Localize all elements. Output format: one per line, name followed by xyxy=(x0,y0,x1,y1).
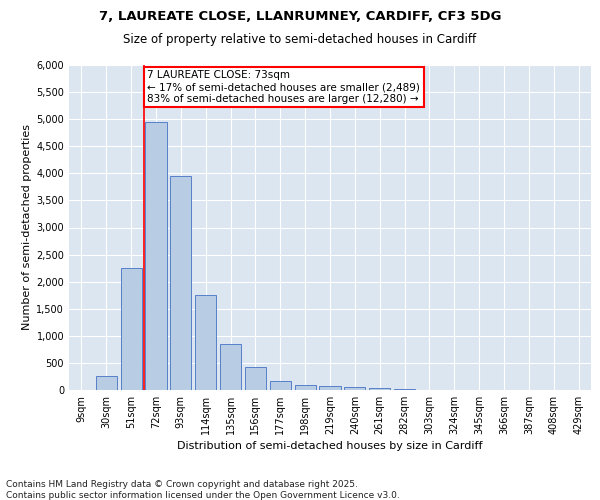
Bar xyxy=(170,176,191,390)
Bar xyxy=(96,376,117,390)
Bar xyxy=(121,268,142,390)
Bar xyxy=(245,367,266,390)
X-axis label: Distribution of semi-detached houses by size in Cardiff: Distribution of semi-detached houses by … xyxy=(177,441,483,451)
Text: Contains HM Land Registry data © Crown copyright and database right 2025.
Contai: Contains HM Land Registry data © Crown c… xyxy=(6,480,400,500)
Bar xyxy=(344,387,365,390)
Bar xyxy=(220,344,241,390)
Bar xyxy=(270,380,291,390)
Bar xyxy=(195,295,216,390)
Bar xyxy=(295,384,316,390)
Bar xyxy=(319,386,341,390)
Text: 7 LAUREATE CLOSE: 73sqm
← 17% of semi-detached houses are smaller (2,489)
83% of: 7 LAUREATE CLOSE: 73sqm ← 17% of semi-de… xyxy=(148,70,420,104)
Y-axis label: Number of semi-detached properties: Number of semi-detached properties xyxy=(22,124,32,330)
Text: 7, LAUREATE CLOSE, LLANRUMNEY, CARDIFF, CF3 5DG: 7, LAUREATE CLOSE, LLANRUMNEY, CARDIFF, … xyxy=(99,10,501,23)
Text: Size of property relative to semi-detached houses in Cardiff: Size of property relative to semi-detach… xyxy=(124,32,476,46)
Bar xyxy=(145,122,167,390)
Bar xyxy=(369,388,390,390)
